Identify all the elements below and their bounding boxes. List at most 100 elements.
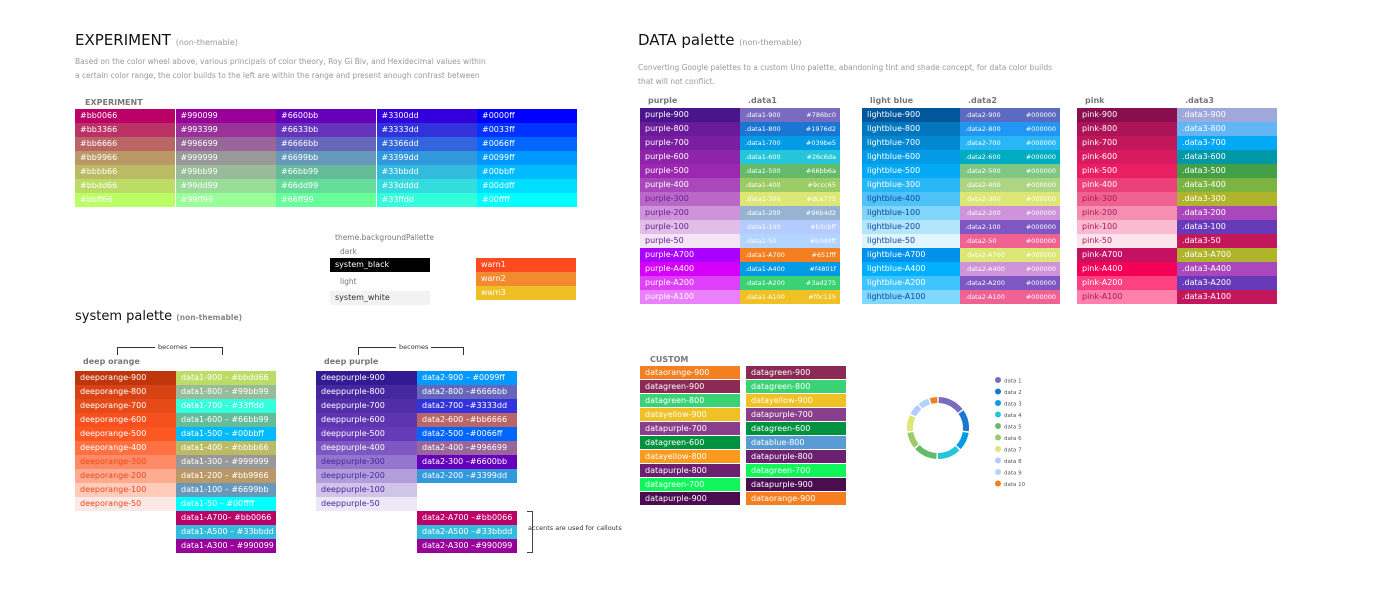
- data-hex-label: #000000: [1025, 153, 1056, 161]
- custom-swatch: datagreen-700: [640, 478, 740, 492]
- donut-slice: [910, 404, 922, 417]
- custom-swatch: datapurple-800: [640, 464, 740, 478]
- data-swatch: .data1-500 #66bb6a: [740, 164, 840, 178]
- legend-dot: [995, 480, 1001, 487]
- color-swatch: #bb3366: [75, 123, 175, 137]
- data-name-label: .data1-50: [745, 237, 777, 245]
- data-swatch: .data2-50 #000000: [960, 234, 1060, 248]
- color-swatch: #33dddd: [376, 179, 477, 193]
- data-name-label: .data1-500: [745, 167, 781, 175]
- theme-dark-label: dark: [340, 247, 357, 256]
- mapped-swatch: data1-900 – #bbdd66: [176, 371, 276, 385]
- color-swatch: #99dd99: [175, 179, 276, 193]
- legend-label: data 1: [1004, 379, 1022, 385]
- data-swatch: .data1-A200 #3ad275: [740, 276, 840, 290]
- palette-swatch: pink-50: [1077, 234, 1177, 248]
- data-swatch: .data3-600: [1177, 150, 1277, 164]
- system-swatch: deeppurple-700: [316, 399, 417, 413]
- color-swatch: #bbbb66: [75, 165, 175, 179]
- data-name-label: .data1-100: [745, 223, 781, 231]
- data-name-label: .data3-A700: [1182, 250, 1232, 259]
- data-swatch: .data3-100: [1177, 220, 1277, 234]
- color-swatch: #3333dd: [376, 123, 477, 137]
- theme-title: theme.backgroundPallette: [335, 233, 435, 242]
- donut-slice: [907, 415, 916, 432]
- data-hex-label: #000000: [1025, 195, 1056, 203]
- data-name-label: .data2-800: [965, 125, 1001, 133]
- arrow-left-tip: [358, 347, 359, 355]
- data-swatch: .data2-200 #000000: [960, 206, 1060, 220]
- data-swatch: .data3-700: [1177, 136, 1277, 150]
- color-swatch: #3399dd: [376, 151, 477, 165]
- arrow-right-tip: [463, 347, 464, 355]
- system-palette-title: system palette (non-themable): [75, 309, 242, 324]
- data-name-label: .data3-700: [1182, 138, 1226, 147]
- data-name-label: .data1-700: [745, 139, 781, 147]
- data-hex-label: #1976d2: [805, 125, 836, 133]
- color-swatch: #3300dd: [376, 109, 477, 123]
- color-swatch: #bbff66: [75, 193, 175, 207]
- mapped-swatch: data2-400 –#996699: [417, 441, 517, 455]
- data-hex-label: #000000: [1025, 181, 1056, 189]
- data-hex-label: #000000: [1025, 223, 1056, 231]
- legend-dot: [995, 446, 1001, 452]
- data-swatch: .data3-A100: [1177, 290, 1277, 304]
- data-swatch: .data1-300 #dce775: [740, 192, 840, 206]
- data-name-label: .data1-900: [745, 111, 781, 119]
- data-palette-note: (non-themable): [739, 38, 802, 47]
- mapped-swatch: data1-600 – #66bb99: [176, 413, 276, 427]
- data-hex-label: #b3cbff: [810, 223, 836, 231]
- data-hex-label: #000000: [1025, 265, 1056, 273]
- custom-column: dataorange-900 datagreen-900 datagreen-800…: [640, 366, 740, 506]
- data-swatch: .data2-800 #000000: [960, 122, 1060, 136]
- color-swatch: #993399: [175, 123, 276, 137]
- data-swatch: .data3-500: [1177, 164, 1277, 178]
- legend-dot: [995, 434, 1001, 441]
- data-hex-label: #039be5: [805, 139, 836, 147]
- data-hex-label: #000000: [1025, 293, 1056, 301]
- palette-swatch: purple-800: [640, 122, 740, 136]
- experiment-column: #990099 #993399 #996699 #999999 #99bb99 #99dd…: [175, 109, 276, 207]
- system-swatch: deeppurple-200: [316, 469, 417, 483]
- data-hex-label: #786bc0: [806, 111, 836, 119]
- data-name-label: .data3-800: [1182, 124, 1226, 133]
- data-swatch: .data1-600 #26c6da: [740, 150, 840, 164]
- color-swatch: #bb6666: [75, 137, 175, 151]
- palette-swatch: purple-900: [640, 108, 740, 122]
- donut-chart: data 1 data 2 data 3 data 4 data 5 data 6 data…: [907, 377, 1026, 488]
- data-swatch: .data1-A700 #651fff: [740, 248, 840, 262]
- system-base-column: deeppurple-900 deeppurple-800 deeppurple-7…: [316, 371, 417, 511]
- mapped-swatch: data1-50 – #00ffff: [176, 497, 276, 511]
- system-swatch: deeporange-800: [75, 385, 176, 399]
- palette-swatch: lightblue-100: [862, 206, 960, 220]
- mapped-swatch: data2-600 –#bb6666: [417, 413, 517, 427]
- color-swatch: #99ff99: [175, 193, 276, 207]
- data-name-label: .data3-400: [1182, 180, 1226, 189]
- data-name-label: .data2-A400: [965, 265, 1005, 273]
- palette-swatch: purple-50: [640, 234, 740, 248]
- custom-swatch: datagreen-900: [746, 366, 846, 380]
- data-swatch: .data1-800 #1976d2: [740, 122, 840, 136]
- palette-swatch: lightblue-A700: [862, 248, 960, 262]
- color-swatch: #66bb99: [276, 165, 376, 179]
- palette-swatch: lightblue-600: [862, 150, 960, 164]
- data-hex-label: #96b4d2: [805, 209, 836, 217]
- custom-column: datagreen-900 datagreen-800 datayellow-900…: [746, 366, 846, 506]
- data-name-label: .data2-100: [965, 223, 1001, 231]
- experiment-description: Based on the color wheel above, various …: [75, 55, 535, 82]
- system-mapped-column: data2-900 – #0099ff data2-800 –#6666bb dat…: [417, 371, 517, 553]
- donut-slice: [918, 398, 931, 409]
- color-swatch: #bbdd66: [75, 179, 175, 193]
- data-swatch: .data1-50 #b3d4ff: [740, 234, 840, 248]
- data-column: .data3-900 .data3-800 .data3-700 .data3-600…: [1177, 108, 1277, 304]
- color-swatch: #33bbdd: [376, 165, 477, 179]
- custom-swatch: datablue-800: [746, 436, 846, 450]
- palette-swatch: purple-A700: [640, 248, 740, 262]
- system-white-swatch: system_white: [330, 291, 430, 305]
- palette-swatch: pink-A200: [1077, 276, 1177, 290]
- palette-swatch: lightblue-300: [862, 178, 960, 192]
- system-swatch: deeppurple-800: [316, 385, 417, 399]
- data-column: .data2-900 #000000 .data2-800 #000000 .data2…: [960, 108, 1060, 304]
- data-swatch: .data2-300 #000000: [960, 192, 1060, 206]
- data-swatch: .data3-400: [1177, 178, 1277, 192]
